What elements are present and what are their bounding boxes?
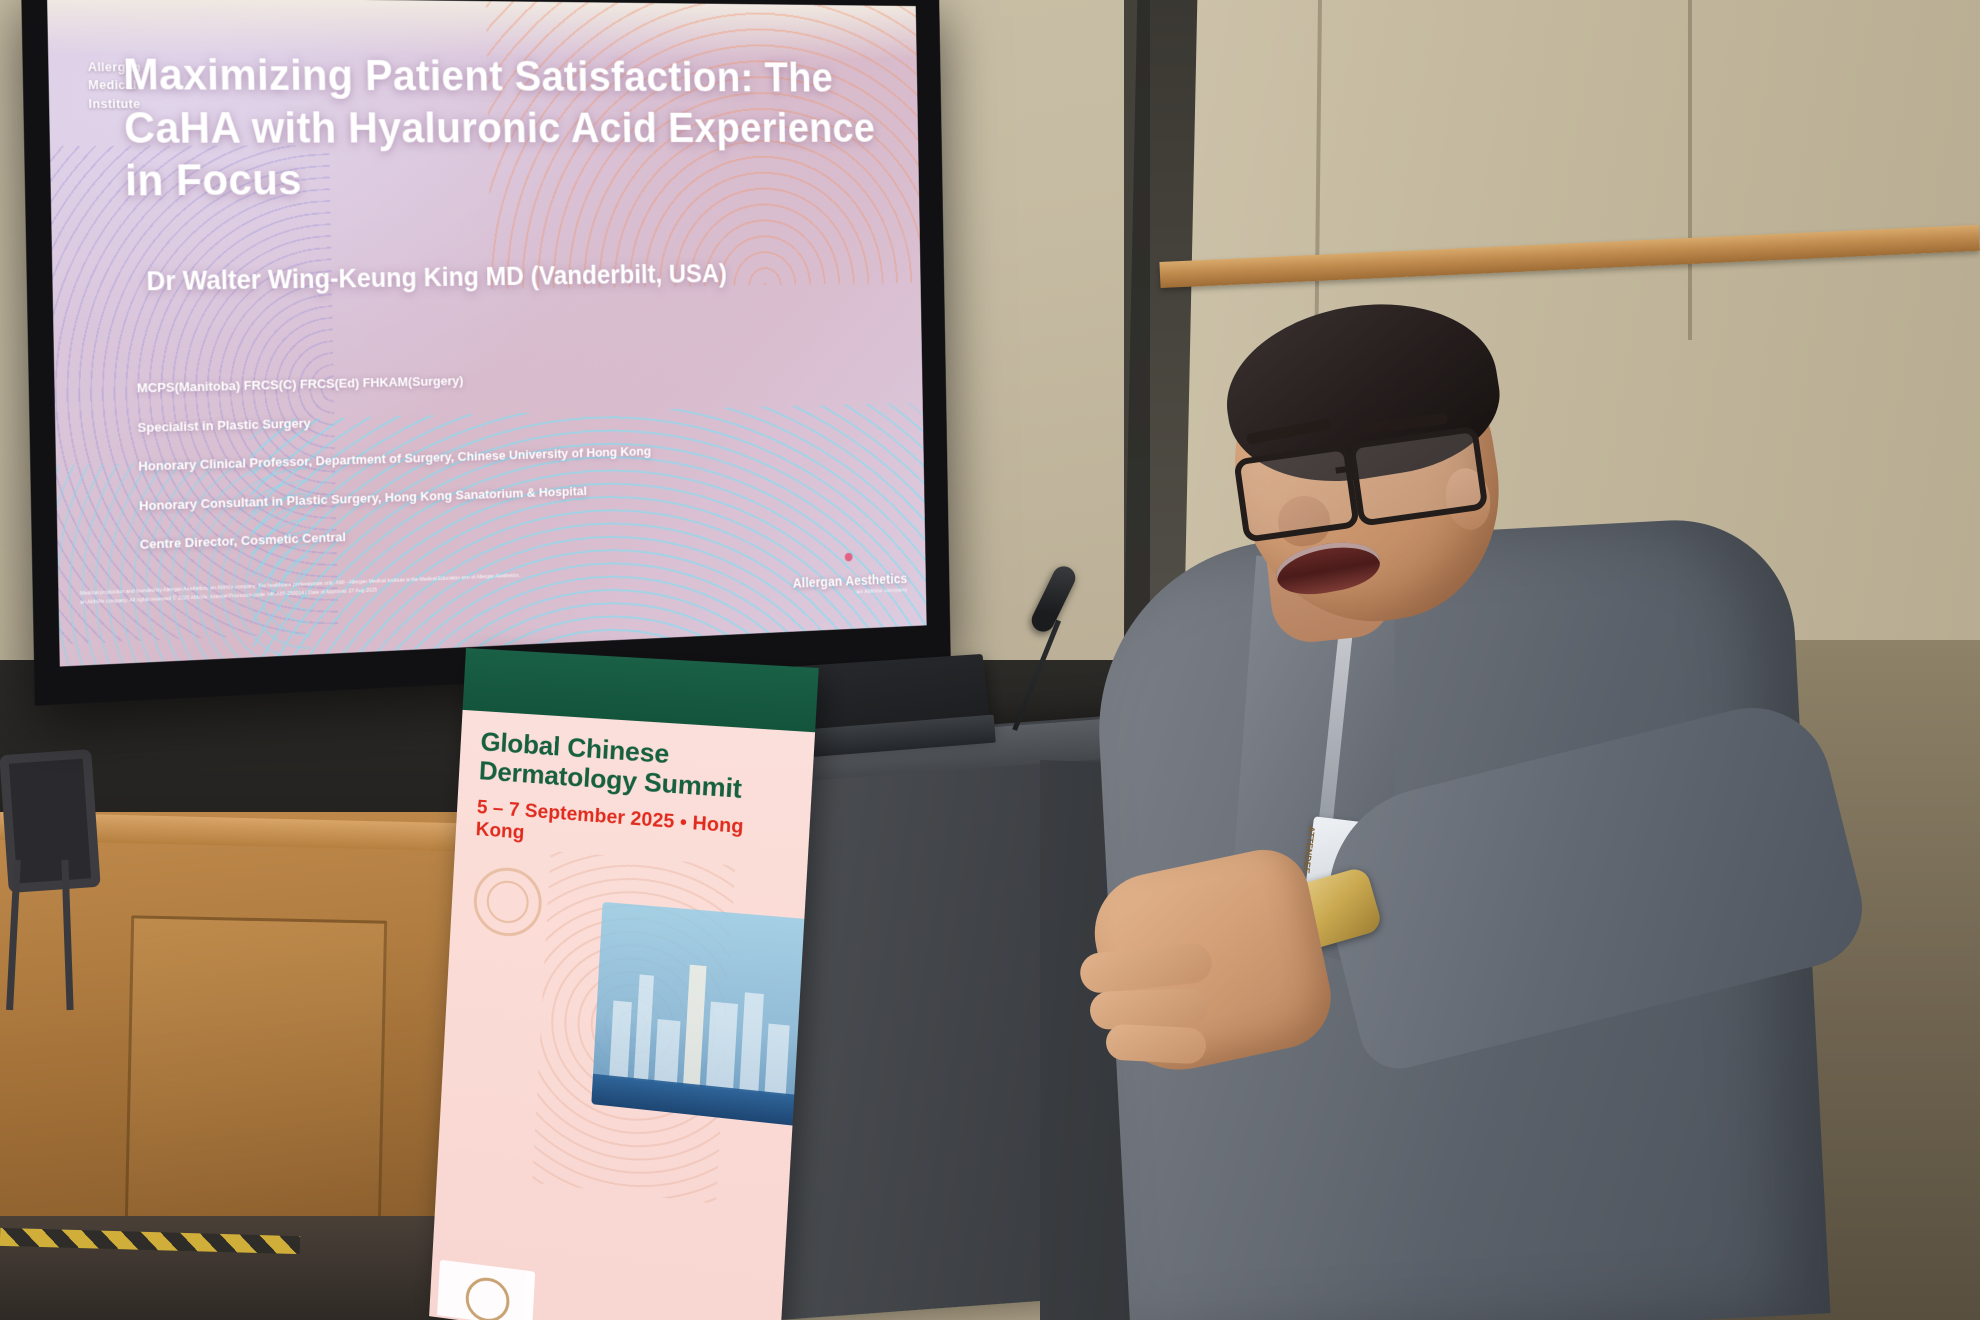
credential-line: Honorary Consultant in Plastic Surgery, … — [138, 483, 588, 513]
banner-hong-kong-skyline-image — [591, 901, 811, 1127]
skyline-building — [683, 964, 707, 1087]
stage-chair — [0, 748, 101, 1011]
conference-banner: Global Chinese Dermatology Summit 5 – 7 … — [429, 648, 819, 1320]
skyline-building — [654, 1019, 681, 1085]
projection-screen: Allergan Medical Institute Maximizing Pa… — [47, 0, 927, 667]
skyline-building — [633, 974, 654, 1082]
credential-line: Specialist in Plastic Surgery — [137, 415, 311, 435]
credential-line: Honorary Clinical Professor, Department … — [138, 443, 652, 474]
speaker-finger — [1089, 987, 1209, 1031]
wall-seam — [1688, 0, 1692, 340]
skyline-building — [764, 1023, 790, 1096]
speaker-person: ATTENDEE — [1040, 285, 1980, 1320]
banner-lower-seal-icon — [437, 1259, 536, 1320]
glasses-lens — [1348, 425, 1489, 527]
skyline-building — [705, 1001, 738, 1091]
banner-date-location: 5 – 7 September 2025 • Hong Kong — [475, 797, 745, 844]
skyline-building — [609, 1000, 632, 1080]
credential-line: Centre Director, Cosmetic Central — [139, 529, 347, 552]
banner-title: Global Chinese Dermatology Summit — [478, 726, 743, 804]
slide-credentials-list: MCPS(Manitoba) FRCS(C) FRCS(Ed) FHKAM(Su… — [137, 365, 868, 577]
skyline-building — [739, 992, 764, 1093]
projection-screen-frame: Allergan Medical Institute Maximizing Pa… — [21, 0, 951, 706]
speaker-finger — [1105, 1023, 1207, 1065]
presentation-slide: Allergan Medical Institute Maximizing Pa… — [47, 0, 927, 667]
slide-title: Maximizing Patient Satisfaction: The CaH… — [122, 50, 876, 206]
glasses-lens — [1233, 443, 1360, 543]
banner-seal-icon — [472, 865, 544, 939]
wainscot-panel — [124, 915, 388, 1227]
